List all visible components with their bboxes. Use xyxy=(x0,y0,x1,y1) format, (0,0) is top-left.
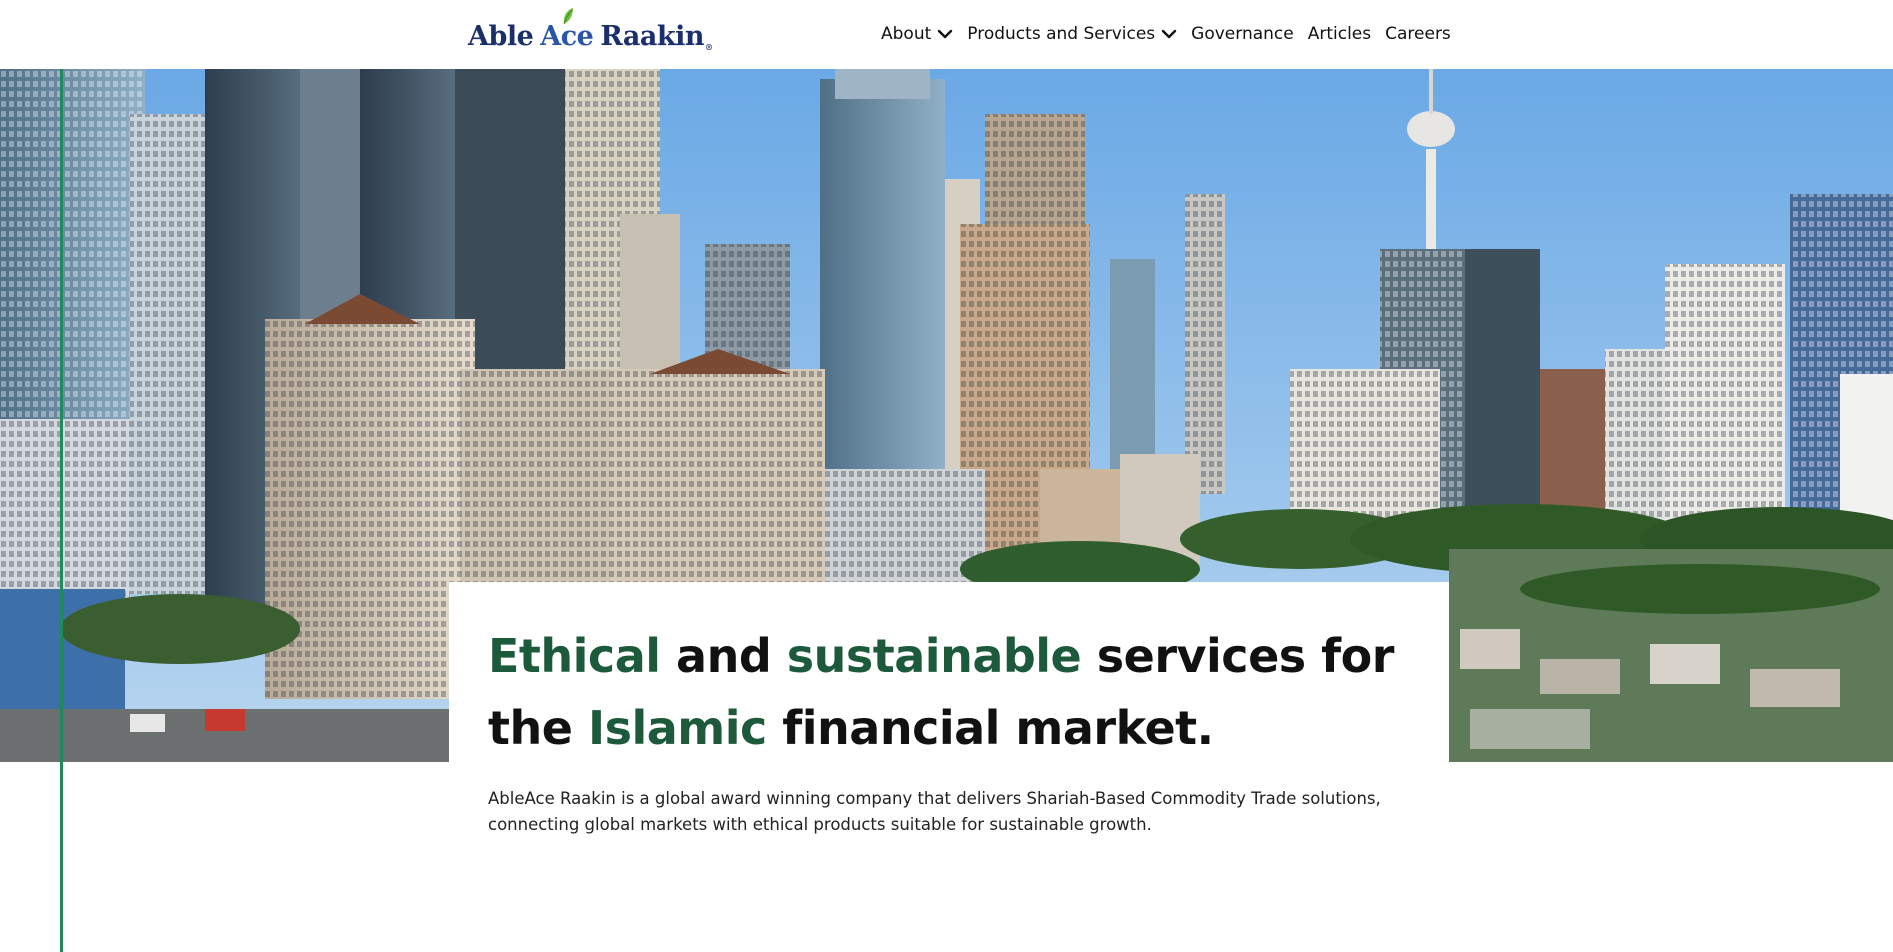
headline-text: services for the xyxy=(488,629,1394,755)
nav-item-about[interactable]: About xyxy=(881,24,953,44)
hero-description: AbleAce Raakin is a global award winning… xyxy=(488,789,1381,834)
hero-content-card xyxy=(449,582,1449,763)
headline-word-sustainable: sustainable xyxy=(786,629,1082,683)
registered-mark: ® xyxy=(705,42,713,52)
headline-text: and xyxy=(660,629,787,683)
vertical-accent-line xyxy=(60,69,63,952)
chevron-down-icon xyxy=(1161,29,1177,39)
nav-label: Articles xyxy=(1307,24,1372,44)
nav-item-products-and-services[interactable]: Products and Services xyxy=(967,24,1177,44)
nav-label: Careers xyxy=(1385,24,1451,44)
nav-label: Governance xyxy=(1191,24,1294,44)
hero-headline: Ethical and sustainable services for the… xyxy=(488,620,1408,764)
brand-logo[interactable]: Able Ace Raakin ® xyxy=(468,8,713,52)
headline-word-ethical: Ethical xyxy=(488,629,661,683)
nav-item-careers[interactable]: Careers xyxy=(1385,24,1451,44)
main-nav: About Products and Services Governance A… xyxy=(881,22,1451,46)
logo-word-ace: Ace xyxy=(540,8,594,52)
headline-word-islamic: Islamic xyxy=(587,701,767,755)
nav-item-governance[interactable]: Governance xyxy=(1191,24,1294,44)
headline-text: financial market. xyxy=(766,701,1214,755)
leaf-icon xyxy=(563,8,574,25)
nav-label: About xyxy=(881,24,932,44)
chevron-down-icon xyxy=(938,29,953,39)
site-header: Able Ace Raakin ® About Products and Ser… xyxy=(0,0,1893,69)
nav-label: Products and Services xyxy=(967,24,1156,44)
logo-word-raakin: Raakin xyxy=(600,21,704,52)
logo-word-able: Able xyxy=(468,21,534,52)
nav-item-articles[interactable]: Articles xyxy=(1308,24,1371,44)
